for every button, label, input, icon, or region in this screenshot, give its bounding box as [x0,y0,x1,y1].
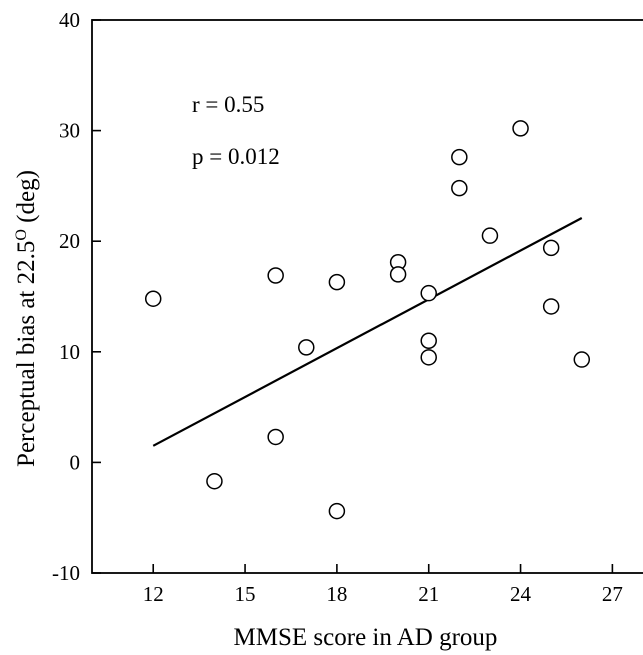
x-axis-title: MMSE score in AD group [234,624,498,651]
data-point [420,349,437,366]
annotation-p: p = 0.012 [192,144,280,169]
data-point [267,267,284,284]
y-tick-label: 10 [59,340,80,364]
y-tick-label: -10 [52,561,80,585]
data-point [298,339,315,356]
y-tick-label: 30 [59,119,80,143]
x-tick-label: 21 [418,582,439,606]
data-point [481,227,499,244]
y-axis-title-unit: (deg) [13,170,40,229]
data-point [542,298,560,315]
data-point [144,290,162,307]
data-points [144,120,591,520]
x-tick-label: 24 [510,582,532,606]
y-tick-label: 20 [59,229,80,253]
y-axis-title: Perceptual bias at 22.5O (deg) [13,170,41,467]
data-point [451,148,468,166]
y-axis-title-main: Perceptual bias at 22.5 [13,241,40,467]
plot-frame [91,19,643,574]
data-point [512,120,529,137]
data-point [420,332,437,349]
y-tick-label: 0 [70,450,81,474]
tick-marks [92,19,614,574]
data-point [573,351,591,368]
data-point [206,472,223,490]
x-tick-label: 15 [235,582,256,606]
data-point [328,273,346,291]
data-point [542,239,560,257]
x-tick-label: 12 [143,582,164,606]
data-point [328,502,346,520]
data-point [389,266,407,283]
data-point [420,284,437,302]
y-axis-title-superscript: O [13,229,30,241]
data-point [451,179,468,197]
regression-line [152,217,583,447]
annotation-r: r = 0.55 [192,92,264,117]
x-tick-label: 27 [602,582,623,606]
tick-labels: 12 15 18 21 24 27 -10 0 10 20 30 40 [52,8,623,606]
data-point [267,428,284,446]
x-tick-label: 18 [326,582,347,606]
y-tick-label: 40 [59,8,80,32]
